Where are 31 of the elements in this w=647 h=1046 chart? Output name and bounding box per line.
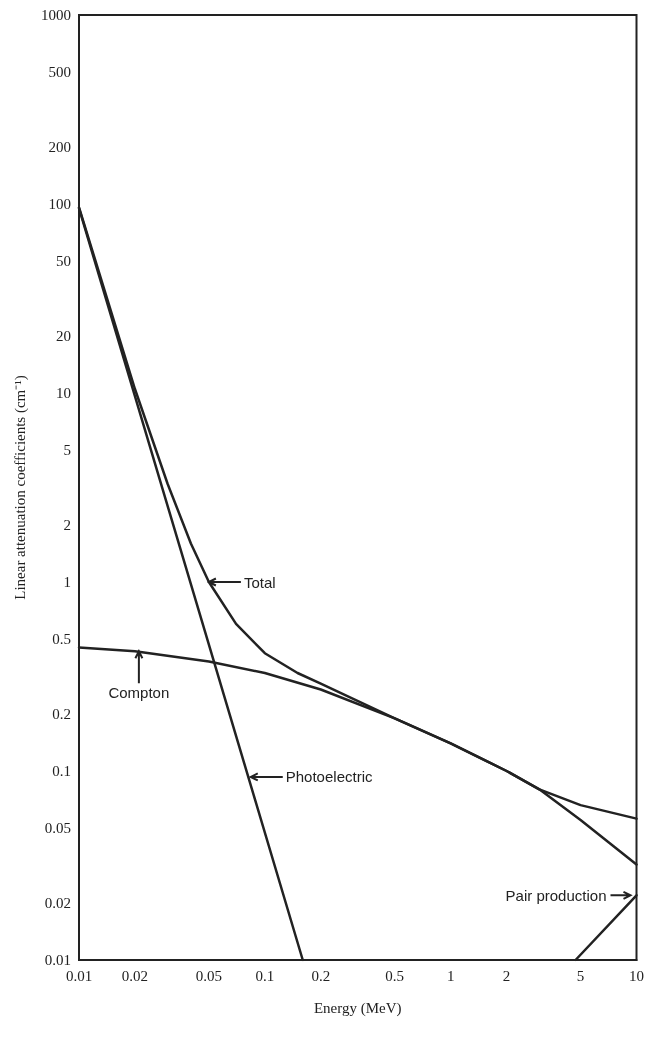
- y-tick-label: 20: [56, 328, 71, 345]
- x-tick-label: 0.02: [121, 967, 149, 984]
- y-axis-title: Linear attenuation coefficients (cm⁻¹): [11, 375, 29, 600]
- y-tick-label: 2: [63, 517, 71, 534]
- annotation: Total: [243, 573, 276, 591]
- y-tick-label: 50: [56, 252, 71, 269]
- x-tick-label: 0.05: [195, 967, 223, 984]
- y-tick-label: 10: [56, 385, 71, 401]
- annotation: Pair production: [505, 886, 607, 904]
- y-tick-label: 500: [48, 63, 71, 80]
- y-tick-label: 0.05: [44, 819, 71, 836]
- y-tick-label: 0.02: [44, 895, 71, 912]
- x-tick-label: 1: [446, 967, 455, 984]
- x-tick-label: 2: [502, 967, 511, 984]
- annotation: Compton: [108, 684, 170, 702]
- y-tick-label: 5: [63, 441, 71, 458]
- y-tick-label: 200: [48, 139, 71, 156]
- y-tick-label: 100: [48, 196, 71, 212]
- x-tick-label: 0.5: [385, 967, 405, 984]
- y-tick-label: 0.2: [52, 706, 71, 723]
- x-tick-label: 10: [629, 967, 644, 984]
- x-tick-label: 5: [576, 967, 585, 984]
- y-tick-label: 1000: [41, 7, 71, 23]
- y-tick-label: 0.01: [44, 952, 71, 968]
- x-tick-label: 0.1: [255, 967, 275, 984]
- x-axis-title: Energy (MeV): [313, 999, 402, 1017]
- x-tick-label: 0.2: [311, 967, 331, 984]
- y-tick-label: 1: [63, 574, 71, 590]
- y-tick-label: 0.5: [52, 630, 71, 647]
- annotation: Photoelectric: [285, 768, 373, 786]
- y-tick-label: 0.1: [52, 763, 71, 779]
